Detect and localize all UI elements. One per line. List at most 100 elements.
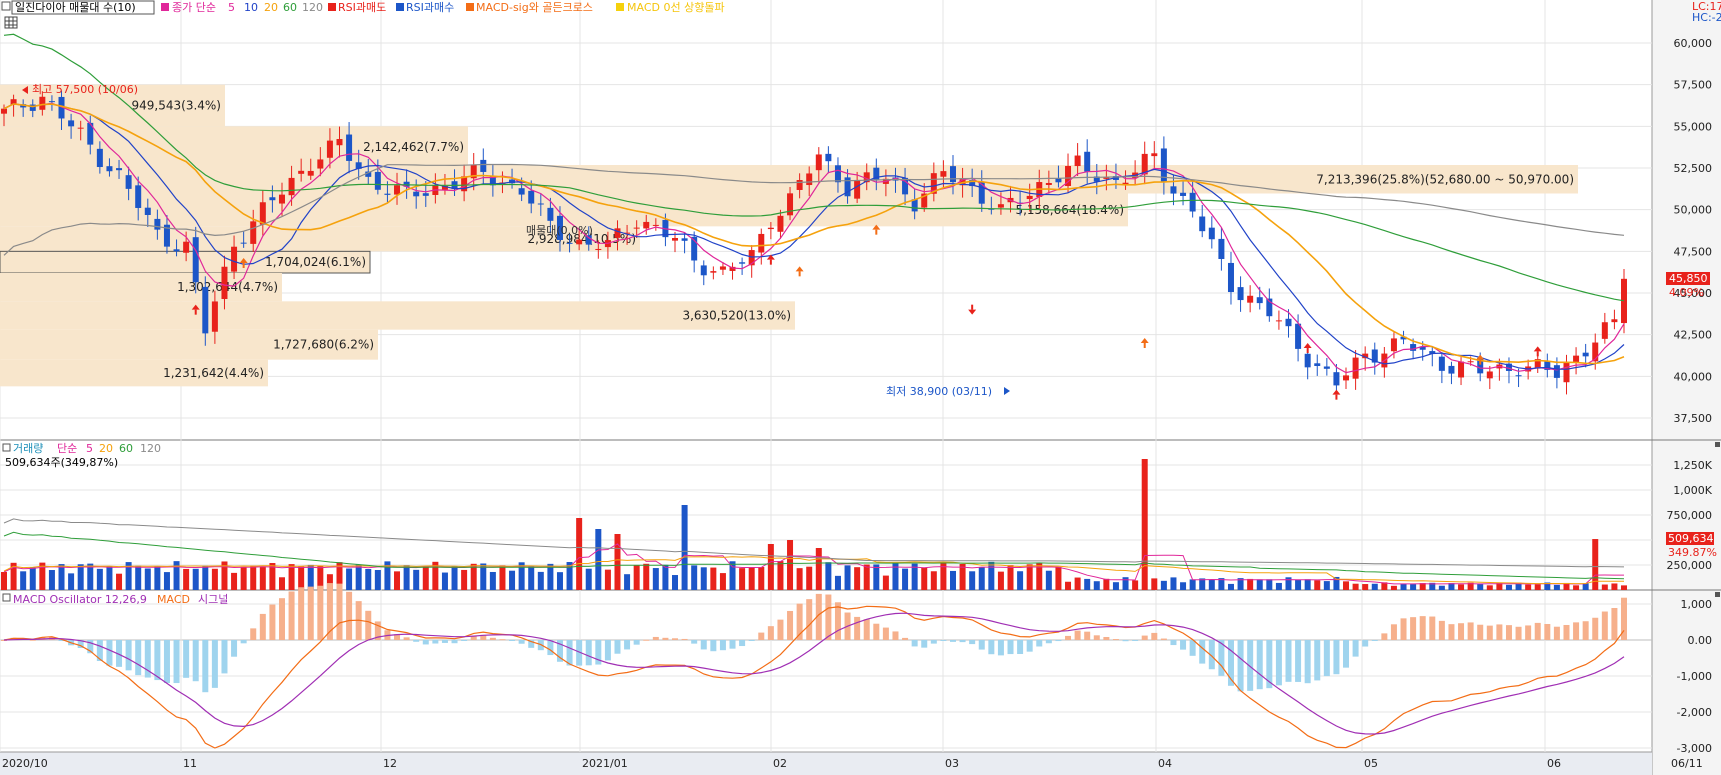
- candle: [1237, 287, 1244, 301]
- lc-readout: LC:17.87: [1692, 0, 1721, 13]
- low-annotation: 최저 38,900 (03/11): [886, 385, 1010, 398]
- volume-bar: [1218, 578, 1225, 590]
- volume-ma-20[interactable]: 20: [99, 442, 113, 455]
- volume-bar: [202, 565, 209, 590]
- macd-panel: [1, 583, 1627, 749]
- volume-bar: [1323, 581, 1330, 590]
- volume-bar: [873, 564, 880, 590]
- macd-histogram-bar: [144, 640, 151, 678]
- ma-legend-label[interactable]: 종가 단순: [172, 1, 216, 14]
- volume-ma-120[interactable]: 120: [140, 442, 161, 455]
- macd-zero-label[interactable]: MACD 0선 상향돌파: [627, 1, 725, 14]
- macd-histogram-bar: [1084, 631, 1091, 640]
- candle: [336, 139, 343, 146]
- rsi-sell-label[interactable]: RSI과매도: [338, 1, 386, 14]
- volume-bar: [441, 572, 448, 590]
- volume-ma-60[interactable]: 60: [119, 442, 133, 455]
- volume-bar: [1534, 584, 1541, 590]
- macd-histogram-bar: [1074, 630, 1081, 640]
- axis-labels: 60,000 57,500 55,000 52,500 50,000 47,500 45,0…: [2, 37, 1713, 770]
- candle: [231, 246, 238, 272]
- high-label: 최고 57,500 (10/06): [32, 83, 138, 96]
- volume-bar: [1074, 577, 1081, 590]
- macd-histogram-bar: [1208, 640, 1215, 670]
- macd-histogram-bar: [1371, 640, 1378, 641]
- volume-bar: [384, 561, 391, 590]
- candle: [1390, 338, 1397, 352]
- macd-histogram-bar: [1170, 640, 1177, 646]
- volume-bar: [1352, 583, 1359, 590]
- macd-histogram-bar: [787, 610, 794, 640]
- volume-bar: [1065, 581, 1072, 590]
- candle: [422, 193, 429, 196]
- ma5-line: [3, 102, 1625, 374]
- volume-bar: [278, 577, 285, 590]
- volume-bar: [959, 563, 966, 590]
- candle: [1477, 357, 1484, 374]
- volume-bar: [1496, 582, 1503, 590]
- panel-handle-icon[interactable]: [1715, 442, 1720, 447]
- macd-histogram-bar: [441, 640, 448, 643]
- macd-legend[interactable]: MACD Oscillator 12,26,9 MACD 시그널: [2, 593, 228, 606]
- macd-histogram-bar: [1, 640, 7, 641]
- macd-histogram-bar: [135, 640, 142, 676]
- macd-histogram-bar: [1045, 640, 1052, 644]
- ma-period-120[interactable]: 120: [302, 1, 323, 14]
- signal-arrow-icon: [1306, 348, 1309, 353]
- macd-cross-label[interactable]: MACD-sig와 골든크로스: [476, 1, 593, 14]
- price-legend[interactable]: 일진다이아 매물대 수(10) 종가 단순 5 10 20 60 120 RSI…: [1, 0, 725, 15]
- panel-handle-icon[interactable]: [1715, 592, 1720, 597]
- macd-histogram-bar: [298, 587, 305, 640]
- volume-tick-label: 1,250K: [1673, 459, 1712, 472]
- ma-period-5[interactable]: 5: [228, 1, 235, 14]
- macd-histogram-bar: [921, 640, 928, 648]
- macd-histogram-bar: [585, 640, 592, 666]
- candle: [1429, 351, 1436, 354]
- macd-legend-signal[interactable]: 시그널: [198, 593, 228, 606]
- volume-bar: [1160, 580, 1167, 590]
- ma60-line: [3, 33, 1625, 302]
- volume-profile-label: 1,727,680(6.2%): [273, 338, 374, 352]
- volume-bar: [930, 571, 937, 590]
- macd-histogram-bar: [748, 640, 755, 641]
- macd-histogram-bar: [96, 640, 103, 662]
- candle: [1582, 352, 1589, 357]
- macd-histogram-bar: [1199, 640, 1206, 664]
- macd-histogram-bar: [949, 640, 956, 642]
- candle: [1103, 177, 1110, 179]
- candle: [250, 221, 257, 244]
- macd-histogram-bar: [250, 628, 257, 640]
- candle: [163, 224, 170, 247]
- macd-histogram-bar: [221, 640, 228, 674]
- volume-bar: [1256, 579, 1263, 590]
- macd-histogram-bar: [959, 640, 966, 643]
- volume-ma-label[interactable]: 단순: [57, 442, 77, 455]
- macd-histogram-bar: [547, 640, 554, 656]
- volume-bar: [221, 561, 228, 590]
- volume-bar: [29, 567, 36, 590]
- volume-ma-5[interactable]: 5: [86, 442, 93, 455]
- volume-bar: [652, 568, 659, 590]
- volume-bar: [921, 567, 928, 590]
- ma-period-60[interactable]: 60: [283, 1, 297, 14]
- volume-legend-name[interactable]: 거래량: [13, 442, 43, 455]
- table-icon[interactable]: [4, 16, 18, 29]
- macd-histogram-bar: [202, 640, 209, 693]
- volume-bar: [1458, 584, 1465, 590]
- price-legend-name[interactable]: 일진다이아 매물대 수(10): [15, 0, 136, 14]
- macd-legend-macd[interactable]: MACD: [157, 593, 190, 606]
- candle: [854, 180, 861, 199]
- candle: [413, 191, 420, 197]
- macd-tick-label: 0.00: [1688, 634, 1713, 647]
- volume-bar: [1132, 580, 1139, 590]
- volume-legend[interactable]: 거래량 단순 5 20 60 120 509,634주(349,87%): [2, 442, 161, 469]
- macd-legend-name[interactable]: MACD Oscillator 12,26,9: [13, 593, 147, 606]
- volume-tick-label: 1,000K: [1673, 484, 1712, 497]
- ma-period-20[interactable]: 20: [264, 1, 278, 14]
- ma-period-10[interactable]: 10: [244, 1, 258, 14]
- rsi-buy-label[interactable]: RSI과매수: [406, 1, 454, 14]
- volume-bar: [68, 573, 75, 590]
- macd-histogram-bar: [173, 640, 180, 684]
- macd-histogram-bar: [1486, 625, 1493, 640]
- legend-box-icon[interactable]: [1, 1, 11, 11]
